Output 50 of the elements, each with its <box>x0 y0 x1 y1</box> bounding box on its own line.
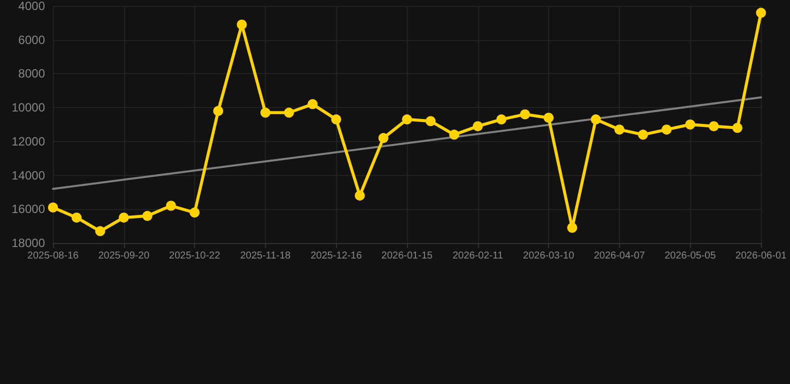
point <box>472 121 483 132</box>
y-tick-label: 14000 <box>12 168 46 182</box>
x-tick-label: 2025-09-20 <box>98 250 150 262</box>
point <box>520 109 530 120</box>
y-tick-label: 18000 <box>12 236 46 250</box>
x-tick-label: 2026-02-11 <box>452 250 504 262</box>
point <box>331 114 342 124</box>
point <box>662 124 672 135</box>
point <box>72 212 82 223</box>
point <box>354 190 365 201</box>
point <box>426 116 436 126</box>
point <box>236 20 247 30</box>
x-tick-label: 2026-04-07 <box>594 250 646 262</box>
x-tick-label: 2026-03-10 <box>523 250 575 262</box>
point <box>166 200 176 211</box>
x-tick-label: 2025-11-18 <box>240 250 292 262</box>
y-tick-label: 8000 <box>18 66 46 81</box>
y-tick-label: 4000 <box>18 0 46 13</box>
point <box>118 212 129 223</box>
y-tick-label: 12000 <box>12 134 46 148</box>
point <box>708 121 719 132</box>
x-tick-label: 2026-06-01 <box>735 250 788 262</box>
x-tick-label: 2026-01-15 <box>381 250 434 262</box>
point <box>590 114 601 124</box>
point <box>48 202 58 212</box>
point <box>378 133 388 144</box>
point <box>638 130 648 140</box>
x-tick-label: 2026-05-05 <box>664 250 716 262</box>
point <box>567 222 578 233</box>
x-tick-label: 2025-08-16 <box>27 250 80 262</box>
point <box>732 122 742 133</box>
point <box>142 210 152 221</box>
point <box>95 226 106 236</box>
y-tick-label: 6000 <box>18 32 46 47</box>
point <box>284 108 294 118</box>
point <box>756 8 766 18</box>
y-tick-label: 16000 <box>12 202 46 216</box>
point <box>402 114 412 124</box>
point <box>614 124 624 135</box>
point <box>449 130 460 140</box>
x-tick-label: 2025-10-22 <box>169 250 221 262</box>
point <box>190 208 200 218</box>
point <box>544 112 554 123</box>
x-tick-label: 2025-12-16 <box>310 250 362 262</box>
point <box>308 99 318 110</box>
point <box>260 108 270 118</box>
point <box>496 114 506 124</box>
y-tick-label: 10000 <box>12 100 46 115</box>
point <box>685 120 696 130</box>
point <box>213 106 224 116</box>
